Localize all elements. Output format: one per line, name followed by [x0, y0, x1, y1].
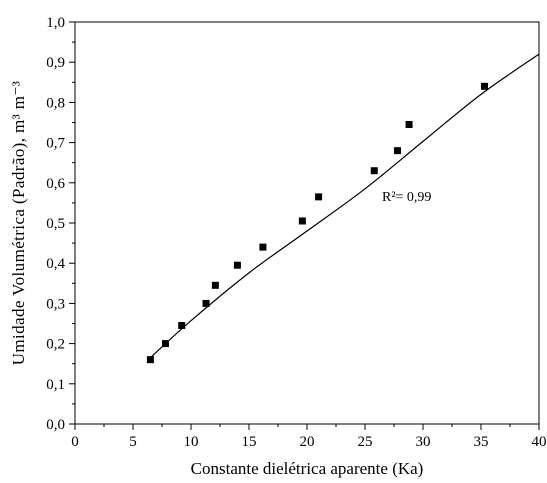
data-point: [233, 261, 241, 269]
data-point: [161, 340, 169, 348]
y-tick-label: 1,0: [46, 15, 65, 31]
x-tick-label: 0: [71, 434, 79, 450]
x-tick-label: 30: [416, 434, 431, 450]
y-tick-label: 0,5: [46, 216, 65, 232]
y-axis-title: Umidade Volumétrica (Padrão), m³ m⁻³: [9, 81, 28, 366]
data-point: [202, 299, 210, 307]
data-points: [146, 82, 488, 364]
x-tick-label: 5: [129, 434, 137, 450]
y-tick-label: 0,0: [46, 417, 65, 433]
y-tick-label: 0,8: [46, 95, 65, 111]
y-tick-label: 0,3: [46, 296, 65, 312]
data-point: [259, 243, 267, 251]
data-point: [211, 281, 219, 289]
y-tick-label: 0,6: [46, 176, 65, 192]
x-axis-title: Constante dielétrica aparente (Ka): [191, 459, 424, 478]
data-point: [298, 217, 306, 225]
x-tick-label: 35: [474, 434, 489, 450]
plot-frame: [74, 21, 540, 425]
x-tick-label: 25: [358, 434, 373, 450]
y-tick-label: 0,1: [46, 377, 65, 393]
x-tick-label: 40: [532, 434, 547, 450]
x-tick-label: 10: [184, 434, 199, 450]
fit-curve: [149, 53, 540, 359]
y-tick-label: 0,9: [46, 55, 65, 71]
data-point: [146, 356, 154, 364]
y-tick-labels: 0,0 0,1 0,2 0,3 0,4 0,5 0,6 0,7 0,8 0,9 1,0: [46, 15, 65, 433]
data-point: [370, 167, 378, 175]
x-tick-label: 15: [242, 434, 257, 450]
data-point: [178, 322, 186, 330]
data-point: [315, 193, 323, 201]
data-point: [393, 147, 401, 155]
x-tick-label: 20: [300, 434, 315, 450]
data-point: [405, 121, 413, 129]
data-point: [480, 82, 488, 90]
y-tick-label: 0,7: [46, 136, 65, 152]
x-tick-labels: 0 5 10 15 20 25 30 35 40: [71, 434, 546, 450]
y-tick-label: 0,4: [46, 256, 65, 272]
y-tick-label: 0,2: [46, 337, 65, 353]
axis-ticks: [69, 21, 540, 430]
r-squared-annotation: R²= 0,99: [382, 190, 431, 205]
